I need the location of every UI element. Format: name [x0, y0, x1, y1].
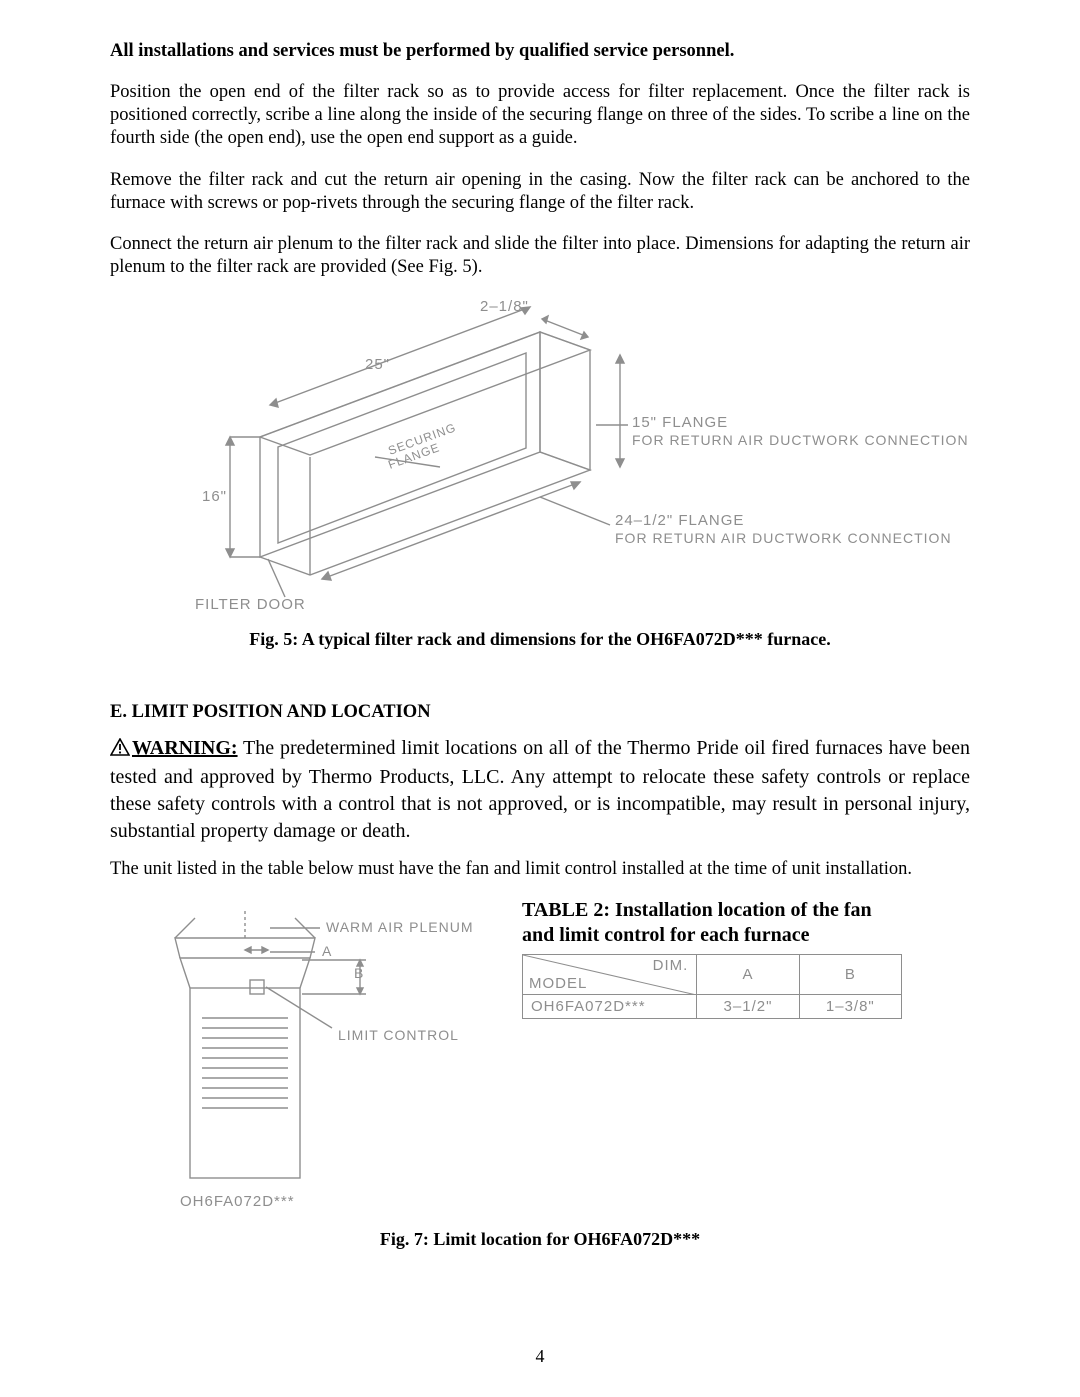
limit-location-svg: WARM AIR PLENUM A A B LIMIT CONTROL OH6F… [110, 898, 490, 1218]
section-e-heading: E. LIMIT POSITION AND LOCATION [110, 702, 970, 723]
table-header-row: DIM. MODEL A B [523, 955, 902, 995]
dim-a-label: A [322, 943, 332, 959]
col-b: B [799, 955, 901, 995]
col-a: A [697, 955, 799, 995]
cell-b: 1–3/8" [799, 995, 901, 1019]
dim-depth: 25" [365, 356, 390, 373]
table-2: DIM. MODEL A B OH6FA072D*** 3–1/2" 1–3/8… [522, 954, 902, 1019]
flange-15: 15" FLANGE [632, 414, 728, 431]
dim-height: 16" [202, 488, 227, 505]
figure-7-diagram: WARM AIR PLENUM A A B LIMIT CONTROL OH6F… [110, 898, 490, 1223]
header-warning-line: All installations and services must be p… [110, 40, 970, 63]
cell-a: 3–1/2" [697, 995, 799, 1019]
table-2-title: TABLE 2: Installation location of the fa… [522, 898, 902, 948]
warning-body: The predetermined limit locations on all… [110, 737, 970, 842]
warning-label: WARNING: [132, 737, 238, 759]
page-number: 4 [0, 1346, 1080, 1367]
figure-5-caption: Fig. 5: A typical filter rack and dimens… [110, 629, 970, 650]
warm-air-plenum-label: WARM AIR PLENUM [326, 919, 474, 935]
after-warning-paragraph: The unit listed in the table below must … [110, 859, 970, 880]
paragraph-3: Connect the return air plenum to the fil… [110, 233, 970, 279]
table-2-block: TABLE 2: Installation location of the fa… [522, 898, 902, 1019]
dim-top: 2–1/8" [480, 298, 529, 315]
limit-control-label: LIMIT CONTROL [338, 1027, 459, 1043]
filter-rack-svg: 2–1/8" 25" 16" SECURING FLANGE 15" FLANG… [110, 297, 970, 617]
filter-door-label: FILTER DOOR [195, 596, 306, 613]
header-model: MODEL [529, 975, 587, 992]
flange-24: 24–1/2" FLANGE [615, 512, 744, 529]
dim-b-label: B [354, 965, 364, 981]
document-page: All installations and services must be p… [0, 0, 1080, 1397]
figure-7-caption: Fig. 7: Limit location for OH6FA072D*** [110, 1229, 970, 1250]
for-return-2: FOR RETURN AIR DUCTWORK CONNECTION [615, 530, 952, 546]
paragraph-1: Position the open end of the filter rack… [110, 81, 970, 150]
header-dim: DIM. [653, 957, 689, 974]
figure-table-row: WARM AIR PLENUM A A B LIMIT CONTROL OH6F… [110, 898, 970, 1223]
cell-model: OH6FA072D*** [523, 995, 697, 1019]
warning-triangle-icon [110, 737, 130, 764]
figure-5-diagram: 2–1/8" 25" 16" SECURING FLANGE 15" FLANG… [110, 297, 970, 617]
paragraph-2: Remove the filter rack and cut the retur… [110, 169, 970, 215]
warning-paragraph: WARNING: The predetermined limit locatio… [110, 735, 970, 845]
fig7-model-label: OH6FA072D*** [180, 1193, 295, 1210]
for-return-1: FOR RETURN AIR DUCTWORK CONNECTION [632, 432, 969, 448]
table-row: OH6FA072D*** 3–1/2" 1–3/8" [523, 995, 902, 1019]
